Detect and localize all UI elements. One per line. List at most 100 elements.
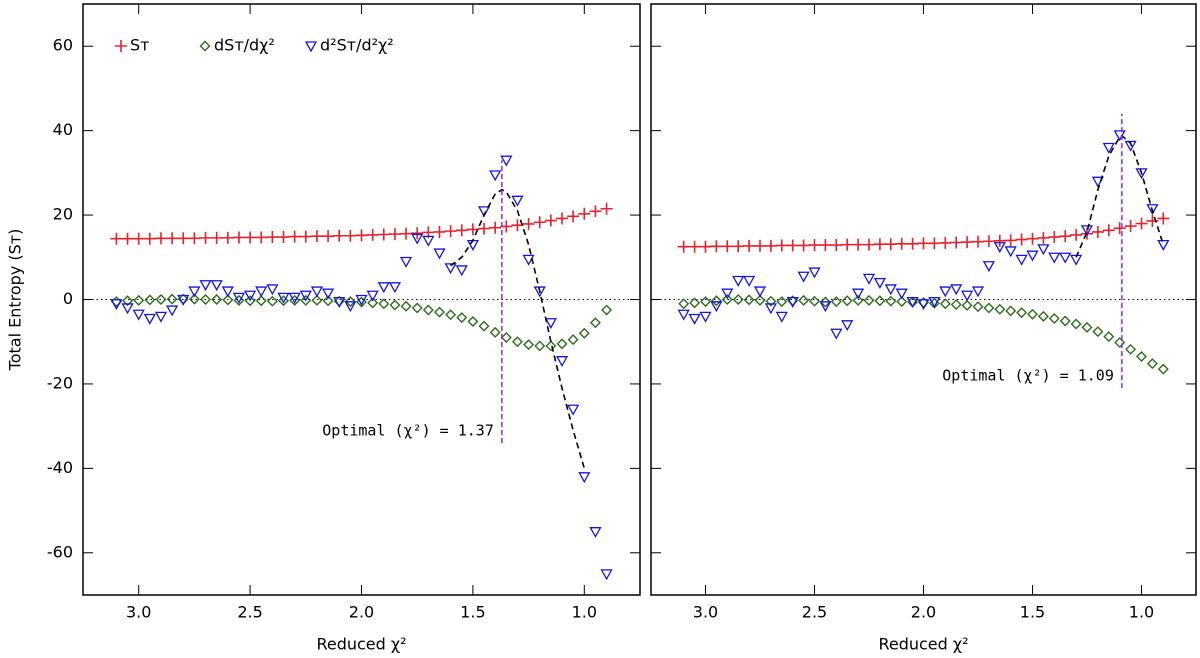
diamond-marker: [523, 339, 535, 351]
plus-marker: [188, 232, 201, 245]
triangle-marker: [433, 248, 446, 260]
diamond-marker: [278, 295, 290, 307]
plus-marker: [743, 239, 756, 252]
plus-marker: [1048, 231, 1061, 244]
diamond-marker: [222, 294, 234, 306]
triangle-marker: [895, 288, 908, 300]
plus-marker: [895, 237, 908, 250]
triangle-marker: [830, 328, 843, 340]
triangle-marker: [132, 309, 145, 321]
triangle-marker: [982, 261, 996, 273]
plus-marker: [863, 238, 875, 251]
diamond-marker: [311, 294, 323, 306]
diamond-marker: [456, 312, 468, 324]
plus-marker: [288, 230, 301, 243]
triangle-marker: [277, 292, 290, 304]
triangle-marker: [110, 299, 123, 311]
diamond-marker: [1048, 313, 1060, 324]
plus-marker: [1135, 217, 1148, 230]
plus-marker: [873, 238, 886, 251]
plus-marker: [950, 236, 963, 249]
x-axis-label: Reduced χ²: [316, 635, 406, 654]
plus-marker: [522, 217, 535, 230]
plus-marker: [710, 240, 723, 253]
diamond-marker: [863, 294, 875, 306]
diamond-marker: [700, 296, 711, 308]
plus-marker: [972, 235, 984, 248]
plus-marker: [786, 239, 799, 252]
triangle-marker: [500, 155, 513, 167]
triangle-marker: [753, 286, 767, 298]
diamond-marker: [133, 294, 145, 306]
x-tick-label: 3.0: [126, 603, 151, 622]
y-tick-label: 40: [53, 120, 73, 139]
diamond-marker: [776, 296, 788, 308]
plus-marker: [333, 229, 346, 242]
diamond-marker: [601, 304, 613, 316]
diamond-marker: [1125, 343, 1137, 355]
plus-marker: [544, 214, 557, 227]
diamond-marker: [478, 320, 490, 332]
triangle-marker: [567, 404, 580, 416]
plus-marker: [1146, 214, 1159, 227]
triangle-marker: [950, 284, 963, 296]
plus-marker: [1026, 232, 1039, 245]
triangle-marker: [166, 305, 179, 317]
triangle-marker: [578, 472, 591, 484]
triangle-marker: [243, 290, 257, 302]
plus-marker: [221, 231, 234, 244]
plus-marker: [556, 212, 569, 225]
diamond-marker: [710, 295, 722, 307]
plus-marker: [567, 210, 580, 223]
triangle-marker: [688, 313, 701, 325]
triangle-marker: [1124, 140, 1137, 152]
plus-marker: [961, 236, 974, 249]
diamond-marker: [830, 296, 842, 308]
plus-marker: [533, 216, 546, 229]
plus-marker: [884, 238, 897, 251]
triangle-marker: [344, 301, 357, 313]
plus-marker: [1015, 233, 1028, 246]
triangle-marker: [210, 280, 223, 292]
plus-marker: [199, 231, 212, 244]
diamond-marker: [400, 300, 412, 312]
triangle-marker: [366, 290, 379, 302]
diamond-marker: [534, 340, 546, 352]
diamond-marker: [322, 295, 334, 307]
plus-marker: [1102, 224, 1115, 237]
diamond-marker: [110, 296, 122, 308]
plus-marker: [1059, 230, 1072, 243]
triangle-marker: [819, 301, 832, 313]
diamond-marker: [356, 296, 367, 308]
plus-marker: [400, 227, 413, 240]
plus-marker: [993, 234, 1006, 247]
diamond-marker: [578, 327, 590, 339]
x-tick-label: 1.0: [1129, 603, 1154, 622]
diamond-marker: [1016, 307, 1028, 319]
plus-marker: [143, 232, 156, 245]
triangle-marker: [388, 282, 402, 294]
diamond-marker: [589, 317, 601, 329]
triangle-marker: [971, 286, 985, 298]
triangle-marker: [177, 294, 190, 306]
diamond-marker: [233, 294, 245, 306]
triangle-marker: [873, 277, 887, 289]
diamond-marker: [556, 338, 568, 350]
triangle-marker: [266, 284, 279, 296]
diamond-marker: [1027, 308, 1038, 320]
plus-marker: [299, 230, 312, 243]
annotation: Optimal (χ²) = 1.09: [942, 367, 1114, 385]
diamond-marker: [896, 296, 908, 308]
diamond-marker: [389, 299, 401, 311]
diamond-marker: [433, 306, 445, 318]
diamond-marker: [689, 297, 701, 309]
triangle-marker: [477, 206, 491, 218]
plus-marker: [433, 225, 446, 238]
plus-marker: [589, 205, 602, 218]
plus-marker: [322, 230, 335, 243]
diamond-marker: [1136, 350, 1147, 362]
triangle-marker: [906, 296, 919, 308]
plus-marker: [688, 240, 701, 253]
triangle-marker: [304, 41, 318, 53]
